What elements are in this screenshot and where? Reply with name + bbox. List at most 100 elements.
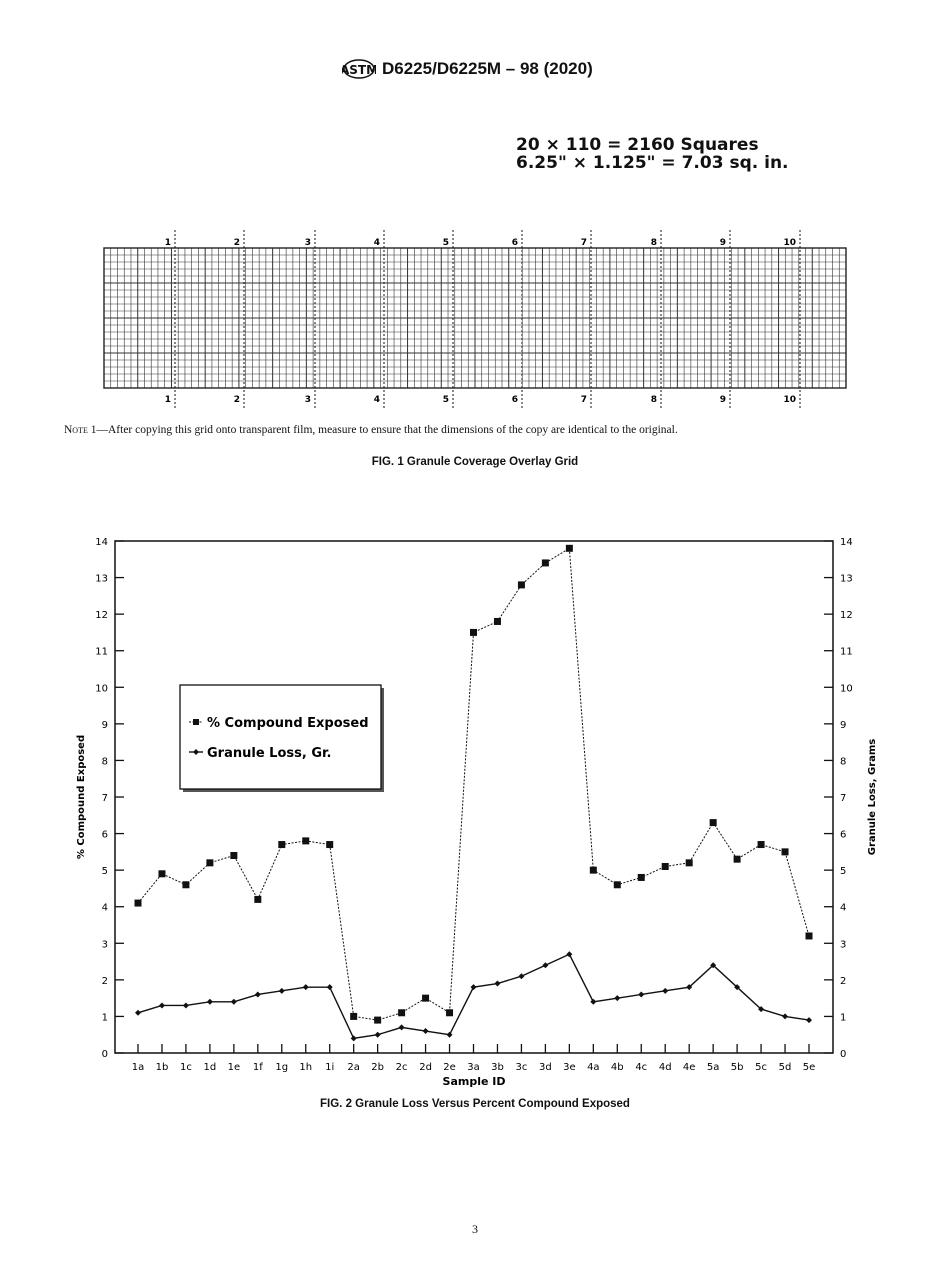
data-point-compound-exposed [613,881,621,889]
page-header: ASTM D6225/D6225M – 98 (2020) [342,56,593,82]
data-point-granule-loss [182,1002,189,1009]
data-point-compound-exposed [446,1009,454,1017]
data-point-compound-exposed [158,870,166,878]
grid-marker-label-top: 7 [581,238,587,248]
x-tick-label: 2a [347,1062,360,1073]
x-tick-label: 2d [419,1062,432,1073]
data-point-granule-loss [278,987,285,994]
data-point-compound-exposed [230,852,238,860]
y2-tick-label: 12 [840,610,853,621]
data-point-granule-loss [326,984,333,991]
data-point-compound-exposed [350,1012,358,1020]
series-line-2 [137,953,810,1040]
x-tick-label: 4a [587,1062,600,1073]
legend-label-granule: Granule Loss, Gr. [207,746,331,761]
x-axis-label: Sample ID [443,1075,506,1088]
x-tick-label: 2c [396,1062,408,1073]
data-point-granule-loss [494,980,501,987]
y-tick-label: 8 [102,756,108,767]
grid-marker-label-bottom: 3 [305,395,311,405]
data-point-granule-loss [374,1031,381,1038]
data-point-granule-loss [302,984,309,991]
x-tick-label: 5c [755,1062,767,1073]
figure-note: Note 1—After copying this grid onto tran… [64,424,678,436]
x-tick-label: 5a [707,1062,720,1073]
grid-spec-squares: 20 × 110 = 2160 Squares [516,135,759,155]
y2-tick-label: 4 [840,903,846,914]
x-tick-label: 1i [325,1062,334,1073]
page-number: 3 [472,1222,478,1236]
figure2-caption: FIG. 2 Granule Loss Versus Percent Compo… [320,1098,630,1110]
grid-marker-label-top: 6 [512,238,518,248]
data-point-granule-loss [542,962,549,969]
data-point-compound-exposed [134,899,142,907]
data-point-granule-loss [135,1009,141,1016]
y-axis-label: % Compound Exposed [76,735,87,859]
y2-axis-label: Granule Loss, Grams [867,739,878,856]
data-point-granule-loss [398,1024,405,1031]
data-point-compound-exposed [517,581,525,589]
x-tick-label: 4e [683,1062,696,1073]
x-tick-label: 4b [611,1062,624,1073]
data-point-granule-loss [350,1035,357,1042]
data-point-granule-loss [614,995,621,1002]
data-point-compound-exposed [709,819,717,827]
data-point-granule-loss [158,1002,165,1009]
grid-marker-label-bottom: 5 [443,395,449,405]
y2-tick-label: 10 [840,683,853,694]
grid-marker-label-bottom: 7 [581,395,587,405]
grid-marker-label-bottom: 1 [165,395,171,405]
data-point-granule-loss [686,984,693,991]
grid-marker-label-top: 1 [165,238,171,248]
legend-label-compound: % Compound Exposed [207,716,369,731]
data-point-compound-exposed [661,862,669,870]
data-point-granule-loss [446,1031,453,1038]
y2-tick-label: 1 [840,1012,846,1023]
legend-box [179,684,382,790]
x-tick-label: 4d [659,1062,672,1073]
overlay-grid: 1 1 2 2 3 3 4 4 5 5 6 6 7 7 8 8 9 9 10 10 [103,230,847,410]
figure1-caption: FIG. 1 Granule Coverage Overlay Grid [371,456,579,468]
data-point-compound-exposed [589,866,597,874]
data-point-granule-loss [230,998,237,1005]
x-tick-label: 5d [779,1062,792,1073]
y-tick-label: 12 [95,610,108,621]
y2-tick-label: 6 [840,830,846,841]
grid-marker-label-bottom: 6 [512,395,518,405]
data-point-compound-exposed [374,1016,382,1024]
grid-marker-label-top: 5 [443,238,449,248]
grid-specification: 20 × 110 = 2160 Squares 6.25" × 1.125" =… [516,136,789,172]
data-point-granule-loss [734,984,741,991]
y-tick-label: 0 [102,1049,108,1060]
grid-marker-label-bottom: 9 [720,395,726,405]
y-tick-label: 3 [102,939,108,950]
y-tick-label: 10 [95,683,108,694]
y2-tick-label: 8 [840,756,846,767]
data-point-compound-exposed [206,859,214,867]
data-point-compound-exposed [182,881,190,889]
grid-marker-label-bottom: 8 [651,395,657,405]
data-point-compound-exposed [493,617,501,625]
y2-tick-label: 11 [840,647,853,658]
data-point-granule-loss [566,951,573,958]
grid-marker-label-top: 9 [720,238,726,248]
y-tick-label: 7 [102,793,108,804]
note-text: —After copying this grid onto transparen… [96,424,678,436]
data-point-compound-exposed [470,628,477,636]
data-point-granule-loss [662,987,669,994]
data-point-granule-loss [758,1006,765,1013]
y2-tick-label: 0 [840,1049,846,1060]
y2-tick-label: 5 [840,866,846,877]
x-tick-label: 5b [731,1062,744,1073]
astm-logo: ASTM [342,59,376,79]
legend: % Compound Exposed Granule Loss, Gr. [179,684,384,792]
data-point-compound-exposed [302,837,310,845]
grid-spec-area: 6.25" × 1.125" = 7.03 sq. in. [516,153,789,173]
x-tick-label: 1b [156,1062,169,1073]
y-tick-label: 9 [102,720,108,731]
y2-tick-label: 2 [840,976,846,987]
data-point-granule-loss [806,1017,812,1024]
y2-tick-label: 9 [840,720,846,731]
x-tick-label: 1d [204,1062,217,1073]
